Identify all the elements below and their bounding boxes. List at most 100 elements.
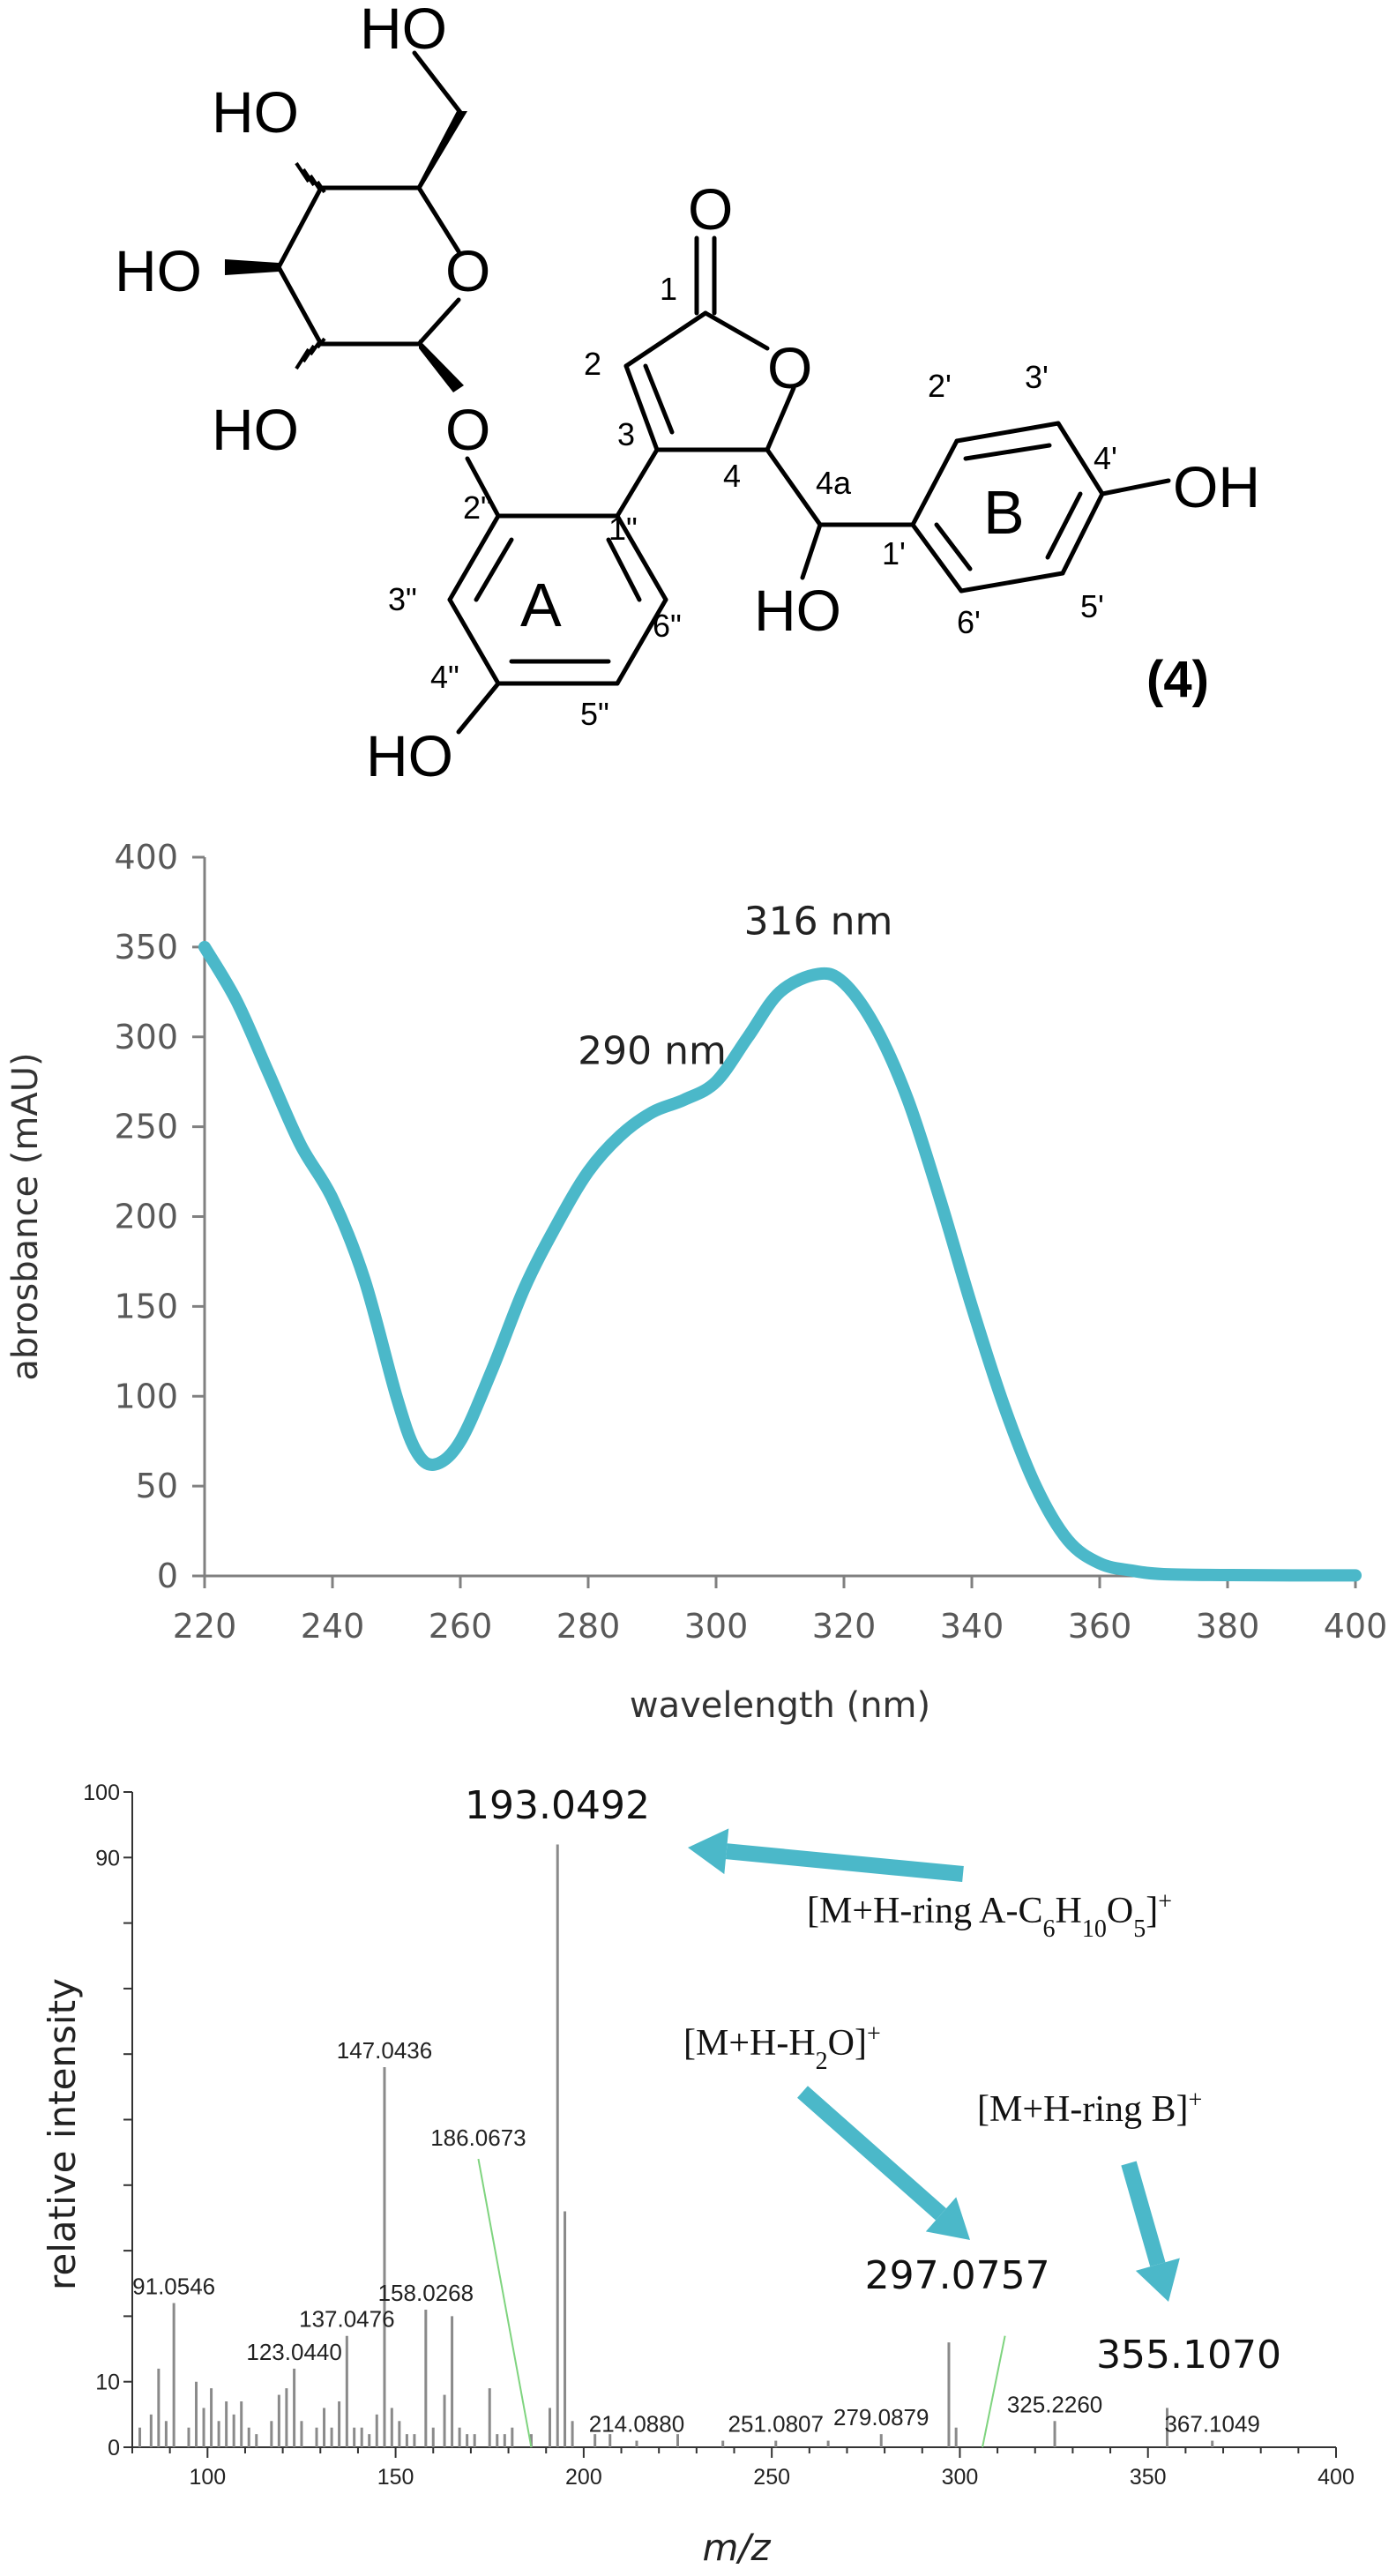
ms-fragment-arrows	[688, 1828, 1180, 2302]
ms-peak-mz-label: 325.2260	[1007, 2391, 1102, 2417]
locant-6prime: 6'	[957, 604, 981, 640]
carbonyl-oxygen: O	[688, 176, 733, 242]
ms-peak-mz-label: 147.0436	[337, 2037, 432, 2064]
ms-y-tick-label: 100	[83, 1781, 120, 1805]
ring-b	[910, 421, 1171, 594]
ms-x-tick-label: 100	[189, 2465, 226, 2490]
uv-x-tick-label: 280	[556, 1607, 621, 1646]
uv-x-tick-labels: 220 240 260 280 300 320 340 360 380 400	[173, 1607, 1388, 1646]
ms-fragment-arrow	[1121, 2161, 1166, 2267]
uv-x-tick-label: 320	[812, 1607, 877, 1646]
ms-y-tick-label: 90	[95, 1846, 120, 1870]
ms-peak-label-355: 355.1070	[1096, 2333, 1281, 2378]
ms-y-tick-label: 0	[108, 2436, 120, 2460]
uv-y-tick-labels: 0 50 100 150 200 250 300 350 400	[114, 838, 178, 1595]
ms-x-axis-label: m/z	[702, 2526, 771, 2569]
uv-x-axis-label: wavelength (nm)	[630, 1685, 930, 1726]
locant-5dprime: 5"	[580, 696, 609, 732]
ms-x-tick-label: 250	[753, 2465, 790, 2490]
locant-5prime: 5'	[1080, 588, 1104, 624]
uv-absorbance-curve	[198, 940, 1362, 1582]
uv-y-tick-label: 300	[114, 1018, 178, 1057]
uv-x-tick-label: 260	[429, 1607, 493, 1646]
ms-fragment-arrowhead	[688, 1828, 729, 1875]
uv-axes	[192, 855, 1357, 1588]
ms-peak-label-297: 297.0757	[865, 2253, 1050, 2298]
ring-b-label: B	[983, 478, 1025, 547]
ms-x-tick-label: 150	[377, 2465, 414, 2490]
uv-y-tick-label: 250	[114, 1108, 178, 1146]
lactone-oxygen: O	[767, 335, 812, 400]
uv-y-tick-label: 0	[157, 1557, 178, 1595]
ms-x-tick-label: 350	[1130, 2465, 1167, 2490]
ms-peaks	[138, 1844, 1214, 2448]
ms-y-axis-label: relative intensity	[41, 1978, 84, 2290]
ho-ch2-label: HO	[360, 0, 447, 61]
ms-fragment-arrowhead	[925, 2197, 970, 2240]
uv-x-tick-label: 360	[1068, 1607, 1132, 1646]
uv-y-axis-label: abrosbance (mAU)	[5, 1052, 46, 1380]
uv-y-tick-label: 200	[114, 1198, 178, 1236]
ms-fragment-arrow	[725, 1843, 964, 1882]
locant-4a: 4a	[816, 465, 852, 501]
glucose-ring	[225, 50, 467, 392]
ms-fragment-arrowhead	[1135, 2258, 1180, 2302]
ms-guide-line	[982, 2335, 1006, 2448]
uv-y-tick-label: 100	[114, 1377, 178, 1415]
locant-2: 2	[584, 346, 601, 382]
ms-peak-mz-label: 123.0440	[246, 2339, 341, 2365]
ms-peak-mz-label: 91.0546	[132, 2274, 215, 2300]
ms-x-tick-labels: 100 150 200 250 300 350 400	[189, 2465, 1354, 2490]
locant-2prime: 2'	[928, 368, 952, 404]
ring-a-label: A	[520, 571, 562, 639]
glycosidic-oxygen: O	[445, 397, 490, 462]
ho-c2-label: HO	[212, 397, 299, 462]
ms-peak-mz-label: 137.0476	[299, 2306, 394, 2333]
ms-fragment-label-ringA: [M+H-ring A-C6H10O5]+	[807, 1888, 1172, 1943]
oh-4prime-label: OH	[1173, 454, 1260, 519]
ms-y-tick-labels: 0 10 90 100	[83, 1781, 120, 2460]
locant-1prime: 1'	[882, 535, 906, 571]
uv-x-tick-label: 220	[173, 1607, 237, 1646]
locant-4prime: 4'	[1094, 440, 1117, 476]
locant-4dprime: 4"	[430, 659, 459, 695]
uv-y-tick-label: 400	[114, 838, 178, 877]
uv-x-tick-label: 400	[1324, 1607, 1388, 1646]
ms-peak-mz-label: 367.1049	[1164, 2411, 1259, 2438]
chemical-structure: HO HO HO HO O O A HO O O HO	[115, 0, 1260, 788]
ms-guide-line	[477, 2158, 533, 2448]
ms-fragment-label-ringB: [M+H-ring B]+	[977, 2087, 1202, 2131]
uv-y-tick-label: 150	[114, 1287, 178, 1325]
ms-axes	[123, 1791, 1337, 2458]
ms-fragment-arrow	[797, 2086, 946, 2221]
ho-c3-label: HO	[115, 238, 202, 303]
uv-x-tick-label: 300	[684, 1607, 749, 1646]
uv-y-tick-label: 350	[114, 928, 178, 967]
ms-peak-label-193: 193.0492	[465, 1783, 650, 1828]
locant-2dprime: 2"	[463, 489, 492, 526]
uv-peak-annotation-316: 316 nm	[744, 900, 893, 945]
compound-label: (4)	[1146, 651, 1209, 708]
uv-y-tick-label: 50	[136, 1467, 178, 1505]
locant-3: 3	[617, 416, 635, 452]
uv-x-tick-label: 380	[1196, 1607, 1260, 1646]
ms-peak-mz-label: 214.0880	[589, 2411, 684, 2438]
ms-peak-mz-label: 279.0879	[833, 2404, 929, 2430]
ms-x-tick-label: 300	[942, 2465, 979, 2490]
locant-6dprime: 6"	[653, 608, 682, 644]
uv-x-tick-label: 340	[940, 1607, 1004, 1646]
lactone-ring	[615, 235, 915, 580]
ms-peak-mz-label: 251.0807	[728, 2411, 824, 2438]
ho-c4-label: HO	[212, 79, 299, 145]
ho-4a-label: HO	[754, 578, 841, 643]
glucose-ring-oxygen: O	[445, 238, 490, 303]
locant-1: 1	[660, 271, 677, 307]
ms-fragment-label-h2o: [M+H-H2O]+	[683, 2020, 881, 2075]
ms-x-tick-label: 200	[565, 2465, 602, 2490]
ms-peak-mz-label: 158.0268	[378, 2280, 474, 2306]
locant-3prime: 3'	[1025, 359, 1049, 395]
locant-3dprime: 3"	[388, 581, 417, 617]
ms-y-tick-label: 10	[95, 2371, 120, 2395]
ring-a	[447, 456, 668, 735]
uv-x-tick-label: 240	[301, 1607, 365, 1646]
